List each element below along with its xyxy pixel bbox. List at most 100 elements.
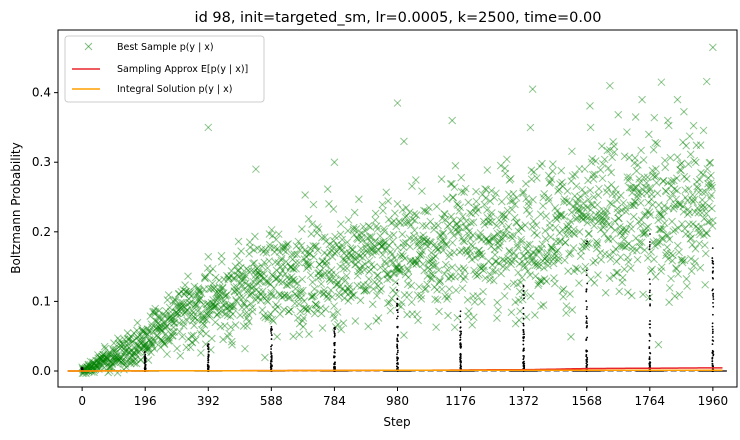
best-sample-point: [198, 319, 207, 328]
best-sample-point: [331, 276, 340, 285]
best-sample-point: [112, 345, 121, 354]
best-sample-point: [155, 306, 163, 315]
best-sample-point: [346, 288, 354, 297]
best-sample-point: [269, 272, 277, 280]
best-sample-point: [218, 284, 227, 293]
best-sample-point: [255, 287, 263, 296]
checkpoint-dot: [143, 351, 146, 354]
best-sample-point: [109, 352, 118, 361]
checkpoint-dot: [207, 346, 210, 348]
best-sample-point: [158, 336, 167, 345]
best-sample-point: [332, 247, 341, 256]
checkpoint-dot: [712, 288, 714, 291]
best-sample-point: [204, 311, 213, 320]
best-sample-point: [258, 262, 266, 271]
best-sample-point: [345, 249, 354, 257]
best-sample-point: [283, 291, 292, 299]
checkpoint-dot: [396, 298, 399, 301]
best-sample-point: [306, 244, 315, 253]
best-sample-point: [374, 314, 383, 322]
best-sample-point: [248, 303, 257, 312]
y-tick-label: 0.2: [32, 225, 51, 239]
best-sample-point: [103, 354, 112, 363]
checkpoint-dot: [460, 365, 463, 368]
best-sample-point: [188, 316, 197, 325]
best-sample-point: [228, 310, 237, 318]
best-sample-point: [319, 272, 328, 280]
best-sample-point: [334, 243, 343, 252]
best-sample-point: [234, 266, 242, 275]
best-sample-point: [267, 288, 276, 297]
best-sample-point: [143, 330, 152, 339]
best-sample-point: [326, 248, 335, 257]
checkpoint-dot: [522, 324, 525, 327]
best-sample-point: [281, 262, 289, 271]
best-sample-point: [197, 289, 206, 298]
best-sample-point: [332, 271, 340, 279]
checkpoint-dot: [585, 289, 588, 291]
best-sample-point: [369, 244, 378, 252]
best-sample-point: [304, 262, 313, 271]
best-sample-point: [97, 354, 106, 363]
best-sample-point: [308, 220, 317, 229]
best-sample-point: [226, 323, 235, 332]
checkpoint-dot: [712, 296, 715, 298]
best-sample-point: [113, 354, 122, 363]
best-sample-point: [357, 233, 366, 242]
best-sample-point: [175, 327, 184, 336]
best-sample-point: [307, 293, 316, 301]
best-sample-point: [167, 315, 176, 323]
checkpoint-dot: [586, 240, 589, 243]
best-sample-point: [200, 321, 209, 329]
best-sample-point: [239, 298, 248, 307]
best-sample-point: [352, 253, 361, 262]
best-sample-point: [197, 325, 206, 334]
best-sample-point: [193, 315, 202, 324]
best-sample-point: [161, 330, 170, 338]
best-sample-point: [341, 255, 349, 264]
best-sample-point: [286, 262, 295, 271]
y-tick-label: 0.1: [32, 294, 51, 308]
best-sample-point: [223, 271, 231, 280]
best-sample-point: [277, 254, 286, 263]
best-sample-point: [107, 351, 115, 360]
checkpoint-dot: [270, 356, 273, 359]
checkpoint-dot: [270, 338, 273, 340]
best-sample-point: [273, 244, 282, 253]
checkpoint-dot: [396, 343, 399, 346]
best-sample-point: [286, 263, 295, 271]
best-sample-point: [330, 314, 339, 322]
best-sample-point: [210, 284, 218, 293]
best-sample-point: [244, 310, 253, 319]
best-sample-point: [94, 359, 103, 368]
best-sample-point: [155, 323, 164, 332]
best-sample-point: [134, 341, 143, 350]
checkpoint-dot: [396, 289, 398, 291]
best-sample-point: [145, 326, 154, 335]
best-sample-point: [216, 283, 224, 292]
best-sample-point: [272, 235, 281, 244]
best-sample-point: [87, 363, 96, 371]
best-sample-point: [164, 291, 173, 299]
best-sample-point: [346, 251, 355, 260]
best-sample-point: [240, 299, 249, 308]
best-sample-point: [289, 264, 297, 273]
best-sample-point: [294, 300, 303, 308]
best-sample-point: [256, 276, 265, 285]
best-sample-point: [186, 299, 194, 307]
best-sample-point: [349, 223, 358, 232]
best-sample-point: [317, 309, 326, 318]
best-sample-point: [328, 242, 337, 250]
best-sample-point: [230, 287, 239, 296]
best-sample-point: [86, 360, 95, 369]
checkpoint-dot: [712, 301, 714, 304]
checkpoint-dot: [585, 360, 588, 362]
best-sample-point: [161, 311, 170, 319]
best-sample-point: [363, 248, 372, 257]
best-sample-point: [115, 353, 124, 362]
best-sample-point: [90, 359, 99, 368]
best-sample-point: [276, 310, 284, 318]
checkpoint-dot: [586, 325, 588, 327]
best-sample-point: [175, 289, 183, 298]
best-sample-point: [365, 267, 374, 276]
